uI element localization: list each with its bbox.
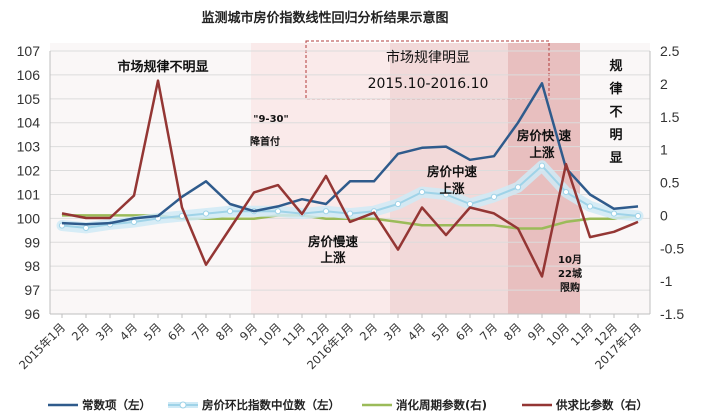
x-tick-label: 2月 (357, 320, 380, 343)
y-left-tick-label: 99 (24, 234, 40, 250)
legend-item-supply-demand: 供求比参数（右） (522, 398, 648, 412)
legend: 常数项（左） 房价环比指数中位数（左） 消化周期参数(右) 供求比参数（右） (48, 398, 648, 412)
series-point-median (418, 188, 426, 196)
chart-title: 监测城市房价指数线性回归分析结果示意图 (201, 10, 448, 26)
legend-label-digestion: 消化周期参数(右) (396, 398, 487, 412)
legend-label-constant: 常数项（左） (82, 398, 151, 412)
y-right-tick-label: 0.5 (660, 175, 680, 191)
x-tick-label: 11月 (280, 320, 308, 348)
series-point-median (274, 208, 282, 215)
series-point-median (322, 208, 330, 215)
annotation-box-period: 2015.10-2016.10 (368, 76, 489, 92)
series-point-median (634, 212, 642, 220)
annotation-right-unclear-1: 规 (609, 59, 622, 74)
series-point-median (130, 218, 138, 226)
series-point-median (394, 200, 402, 208)
annotation-right-unclear-5: 显 (609, 151, 622, 166)
series-point-median (586, 203, 594, 210)
annotation-mid-rise-line1: 房价中速 (427, 164, 478, 179)
legend-item-digestion: 消化周期参数(右) (362, 398, 487, 412)
y-left-tick-label: 101 (17, 186, 41, 202)
annotation-purchase-limit-line3: 限购 (560, 281, 580, 294)
annotation-policy-line1: "9-30" (253, 114, 288, 125)
annotation-slow-rise-line2: 上涨 (320, 250, 346, 265)
y-left-tick-label: 102 (17, 163, 41, 179)
legend-label-median: 房价环比指数中位数（左） (202, 398, 340, 412)
region-mid-rise (390, 43, 508, 314)
x-tick-label: 8月 (501, 320, 524, 343)
x-tick-label: 2月 (69, 320, 92, 343)
y-right-tick-label: -1 (660, 273, 673, 289)
series-point-median (82, 224, 90, 232)
y-left-tick-label: 105 (17, 91, 41, 107)
x-tick-label: 4月 (117, 320, 140, 343)
annotation-purchase-limit-line2: 22城 (558, 267, 582, 280)
series-point-median (514, 184, 522, 191)
y-right-tick-label: 2 (660, 76, 668, 92)
legend-item-constant: 常数项（左） (48, 398, 151, 412)
y-right-tick-label: 2.5 (660, 43, 680, 59)
annotation-right-unclear-2: 律 (609, 81, 622, 97)
y-left-tick-label: 104 (17, 115, 41, 131)
series-point-median (466, 200, 474, 208)
legend-swatch-median-marker (179, 401, 187, 409)
annotation-purchase-limit-line1: 10月 (558, 254, 582, 266)
y-right-tick-label: -1.5 (660, 306, 684, 322)
y-right-tick-label: -0.5 (660, 240, 684, 256)
series-point-median (226, 208, 234, 215)
series-point-median (202, 210, 210, 217)
annotation-fast-rise-line2: 上涨 (529, 145, 555, 160)
annotation-right-unclear-3: 不 (609, 105, 622, 120)
y-left-tick-label: 103 (17, 139, 41, 155)
annotation-fast-rise-line1: 房价快 速 (517, 128, 572, 143)
y-right-tick-label: 1.5 (660, 109, 680, 125)
x-tick-label: 10月 (544, 320, 572, 348)
series-line-supply-demand (61, 79, 639, 278)
y-left-tick-label: 106 (17, 67, 41, 83)
series-point-median (346, 210, 354, 217)
x-tick-label: 8月 (213, 320, 236, 343)
annotation-right-unclear-4: 明 (609, 128, 622, 143)
legend-item-median: 房价环比指数中位数（左） (168, 398, 340, 412)
y-right-tick-label: 1 (660, 142, 668, 158)
legend-label-supply-demand: 供求比参数（右） (555, 398, 648, 412)
y-left-tick-label: 107 (17, 43, 41, 59)
series-point-median (610, 210, 618, 217)
y-left-tick-label: 97 (24, 282, 40, 298)
series-point-median (538, 162, 546, 169)
y-left-tick-label: 100 (17, 210, 41, 226)
x-tick-label: 2015年1月 (16, 320, 68, 372)
series-point-median (490, 193, 498, 200)
annotations: 市场规律不明显 市场规律明显 2015.10-2016.10 规 律 不 明 显… (117, 49, 622, 294)
y-left-tick-label: 96 (24, 306, 40, 322)
annotation-slow-rise-line1: 房价慢速 (308, 234, 359, 249)
y-right-tick-label: 0 (660, 207, 668, 223)
x-tick-label: 6月 (453, 320, 476, 343)
y-left-tick-label: 98 (24, 258, 40, 274)
annotation-box-title: 市场规律明显 (386, 49, 470, 66)
annotation-mid-rise-line2: 上涨 (439, 181, 465, 196)
x-tick-label: 11月 (568, 320, 596, 348)
x-tick-label: 10月 (256, 320, 284, 348)
x-tick-label: 4月 (405, 320, 428, 343)
x-tick-label: 5月 (141, 320, 164, 343)
series-point-median (562, 188, 570, 196)
series-line-constant (61, 82, 639, 226)
x-tick-label: 3月 (381, 320, 404, 343)
x-tick-label: 5月 (429, 320, 452, 343)
x-tick-label: 7月 (189, 320, 212, 343)
x-tick-label: 3月 (93, 320, 116, 343)
x-tick-label: 6月 (165, 320, 188, 343)
x-tick-label: 7月 (477, 320, 500, 343)
series-layer (56, 79, 644, 278)
series-point-median (442, 191, 450, 198)
region-slow-rise (251, 43, 390, 314)
annotation-policy-line2: 降首付 (250, 135, 280, 148)
annotation-left-unclear: 市场规律不明显 (117, 59, 208, 75)
